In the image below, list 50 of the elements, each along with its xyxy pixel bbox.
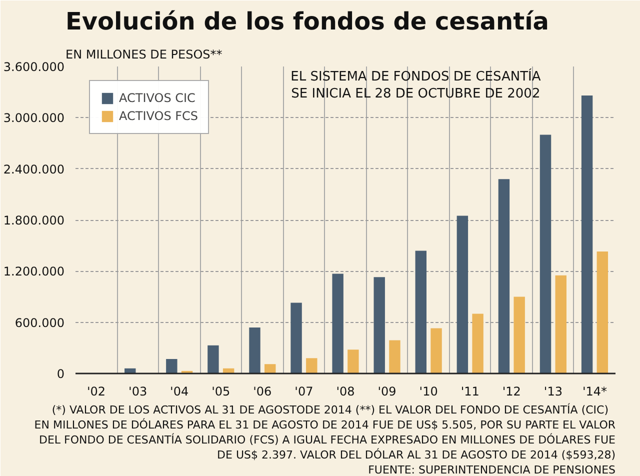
bar (264, 364, 276, 374)
chart-title: Evolución de los fondos de cesantía (66, 8, 549, 36)
x-tick-label: '12 (502, 384, 521, 398)
x-tick-label: '13 (544, 384, 562, 398)
bar (208, 345, 219, 374)
bar (430, 328, 442, 374)
x-tick-label: '04 (170, 384, 189, 398)
legend-label: ACTIVOS CIC (119, 91, 196, 105)
text: DEL FONDO DE CESANTÍA SOLIDARIO (FCS) A IGUAL FECHA EXPRESADO EN MILLONES DE DÓLARES FUE (38, 432, 616, 446)
bar (555, 275, 566, 374)
bar (456, 216, 468, 374)
bar (166, 359, 178, 374)
bar (290, 302, 302, 374)
x-tick-label: '06 (253, 384, 272, 398)
bar (249, 327, 260, 374)
y-tick-label: 2.400.000 (3, 162, 65, 176)
bar (389, 340, 400, 374)
x-tick-label: '02 (86, 384, 106, 398)
y-tick-label: 1.800.000 (3, 214, 65, 228)
x-tick-label: '10 (419, 384, 438, 398)
bar (540, 134, 552, 374)
x-tick-label: '05 (212, 384, 230, 398)
bar (581, 95, 593, 374)
bar (348, 350, 359, 374)
x-tick-label: '09 (378, 384, 396, 398)
chart-subtitle: EN MILLONES DE PESOS** (66, 48, 222, 62)
x-tick-label: '14* (582, 384, 608, 398)
x-tick-label: '07 (294, 384, 314, 398)
text: DE US$ 2.397. VALOR DEL DÓLAR AL 31 DE AGOSTO DE 2014 ($593,28) (217, 448, 616, 462)
y-tick-label: 3.600.000 (3, 60, 65, 74)
y-tick-label: 1.200.000 (3, 264, 65, 279)
bar (306, 358, 318, 374)
x-tick-label: '08 (336, 384, 355, 398)
bar (498, 179, 510, 374)
x-tick-label: '11 (460, 384, 480, 398)
x-tick-label: '03 (128, 384, 148, 398)
bar (332, 274, 344, 374)
bar (514, 296, 525, 374)
source-note: FUENTE: SUPERINTENDENCIA DE PENSIONES (368, 464, 616, 476)
text: EN MILLONES DE DÓLARES PARA EL 31 DE AGOSTO DE 2014 FUE DE US$ 5.505, POR SU PARTE EL VALOR (34, 418, 616, 432)
bar (415, 250, 426, 374)
text: (*) VALOR DE LOS ACTIVOS AL 31 DE AGOSTODE 2014 (**) EL VALOR DEL FONDO DE CESANTÍA (CIC) (52, 402, 609, 416)
y-tick-label: 3.000.000 (3, 111, 65, 126)
y-tick-label: 0 (56, 367, 65, 381)
y-tick-label: 600.000 (14, 316, 64, 330)
bar (374, 277, 385, 374)
annotation: EL SISTEMA DE FONDOS DE CESANTÍA SE INICIA EL 28 DE OCTUBRE DE 2002 (290, 68, 541, 102)
bar (472, 314, 484, 374)
bar (596, 252, 608, 374)
legend-label: ACTIVOS FCS (119, 109, 198, 123)
